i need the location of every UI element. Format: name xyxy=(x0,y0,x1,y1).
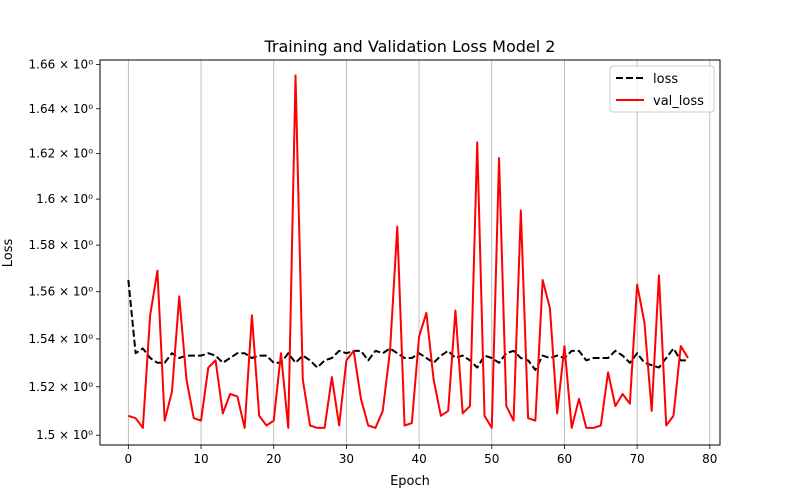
grid-layer xyxy=(127,60,711,445)
x-tick-label: 60 xyxy=(557,452,572,466)
y-tick-label: 1.62 × 10⁰ xyxy=(29,147,94,161)
legend: loss val_loss xyxy=(609,65,715,113)
series-line-val-loss xyxy=(128,74,689,429)
x-tick-label: 10 xyxy=(193,452,208,466)
x-tick-label: 0 xyxy=(125,452,133,466)
x-tick-label: 70 xyxy=(629,452,644,466)
x-tick-label: 20 xyxy=(266,452,281,466)
legend-label-loss: loss xyxy=(653,72,678,87)
x-tick-label: 30 xyxy=(339,452,354,466)
y-tick-label: 1.58 × 10⁰ xyxy=(29,238,94,252)
series-line-loss xyxy=(127,279,689,371)
y-tick-label: 1.56 × 10⁰ xyxy=(29,285,94,299)
series-layer xyxy=(127,74,689,429)
y-tick-label: 1.6 × 10⁰ xyxy=(36,192,93,206)
chart-title: Training and Validation Loss Model 2 xyxy=(264,37,556,56)
y-ticks: 1.5 × 10⁰ 1.52 × 10⁰ 1.54 × 10⁰ 1.56 × 10⁰ 1… xyxy=(29,57,100,442)
y-tick-label: 1.66 × 10⁰ xyxy=(29,57,94,71)
y-tick-label: 1.54 × 10⁰ xyxy=(29,332,94,346)
x-axis-label: Epoch xyxy=(390,474,430,489)
x-ticks: 0 10 20 30 40 50 60 70 80 xyxy=(125,445,717,466)
y-tick-label: 1.64 × 10⁰ xyxy=(29,102,94,116)
x-tick-label: 80 xyxy=(702,452,717,466)
x-tick-label: 40 xyxy=(411,452,426,466)
y-tick-label: 1.52 × 10⁰ xyxy=(29,380,94,394)
y-axis-label: Loss xyxy=(1,239,16,268)
legend-label-val-loss: val_loss xyxy=(653,94,704,109)
x-tick-label: 50 xyxy=(484,452,499,466)
y-tick-label: 1.5 × 10⁰ xyxy=(36,428,93,442)
plot-frame xyxy=(99,59,721,446)
